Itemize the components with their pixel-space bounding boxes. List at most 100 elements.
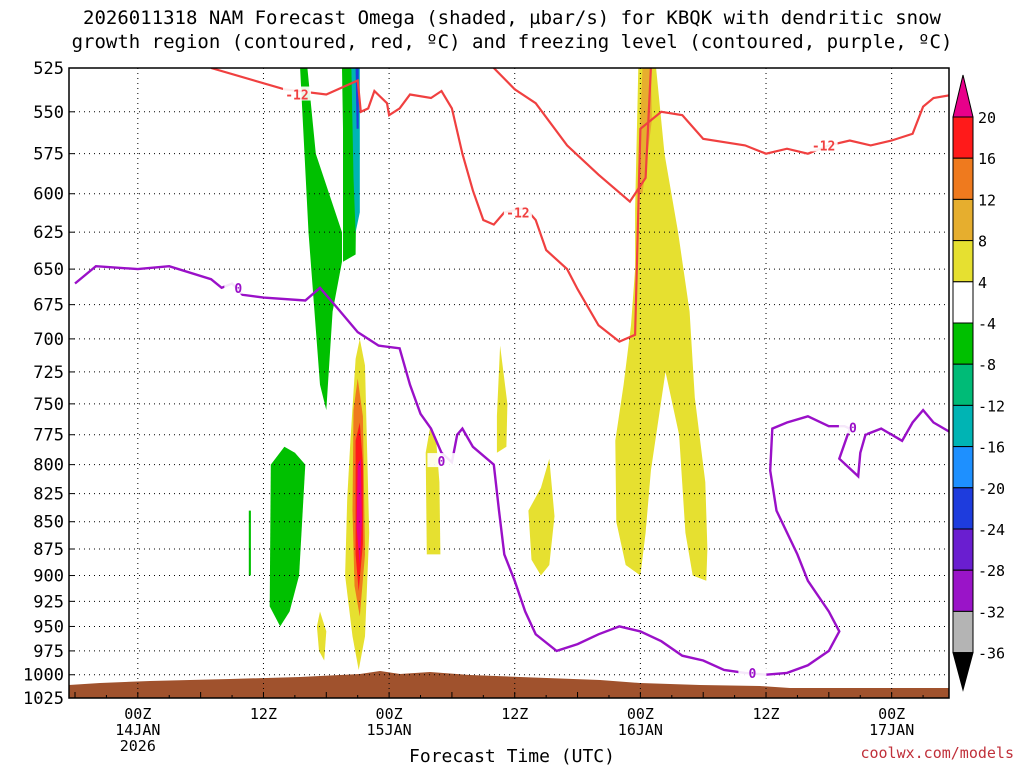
terrain-layer bbox=[69, 671, 949, 698]
colorbar-label-1: 16 bbox=[978, 150, 996, 168]
x-tick-label-42-0: 12Z bbox=[501, 705, 528, 723]
y-tick-label-900: 900 bbox=[33, 567, 64, 587]
omega-shade-region-14 bbox=[615, 68, 708, 581]
x-tick-label-54-0: 00Z bbox=[627, 705, 654, 723]
freezing-label-3-bg bbox=[738, 664, 767, 679]
colorbar-segment-3 bbox=[952, 240, 974, 283]
freezing-label-2-bg bbox=[427, 453, 456, 468]
dgz-label-2-bg bbox=[503, 204, 532, 219]
y-tick-label-925: 925 bbox=[33, 592, 64, 612]
dgz-label-1-bg bbox=[282, 86, 311, 101]
x-tick-label-30-1: 15JAN bbox=[367, 721, 412, 739]
x-tick-label-66-0: 12Z bbox=[752, 705, 779, 723]
colorbar-label-6: -8 bbox=[978, 356, 996, 374]
y-tick-label-675: 675 bbox=[33, 296, 64, 316]
colorbar-segment-7 bbox=[952, 404, 974, 448]
contour-layer: -12 -12 -12 0 0 0 0 bbox=[74, 68, 949, 682]
colorbar-label-13: -36 bbox=[978, 645, 1005, 663]
freezing-label-1: 0 bbox=[234, 282, 242, 297]
y-tick-label-775: 775 bbox=[33, 426, 64, 446]
omega-shade-region-9 bbox=[356, 458, 362, 565]
colorbar-segment-2 bbox=[952, 198, 974, 242]
x-tick-label-78-1: 17JAN bbox=[869, 721, 914, 739]
y-tick-label-750: 750 bbox=[33, 395, 64, 415]
y-axis: 525 550 575 600 625 650 675 700 725 750 775 800 825 8… bbox=[23, 59, 75, 709]
grid-lines bbox=[69, 68, 949, 698]
colorbar-label-4: 4 bbox=[978, 274, 987, 292]
y-tick-label-575: 575 bbox=[33, 145, 64, 165]
freezing-label-4-bg bbox=[838, 419, 867, 434]
colorbar-label-10: -24 bbox=[978, 521, 1005, 539]
y-tick-label-1000: 1000 bbox=[23, 666, 64, 686]
x-tick-label-18-0: 12Z bbox=[250, 705, 277, 723]
colorbar-segment-11 bbox=[952, 569, 974, 612]
y-tick-label-800: 800 bbox=[33, 456, 64, 476]
freezing-label-1-bg bbox=[224, 279, 253, 294]
y-tick-label-650: 650 bbox=[33, 260, 64, 280]
x-tick-label-6-0: 00Z bbox=[124, 705, 151, 723]
x-tick-label-54-1: 16JAN bbox=[618, 721, 663, 739]
x-tick-label-78-0: 00Z bbox=[878, 705, 905, 723]
dgz-contour-lower bbox=[493, 68, 652, 204]
x-tick-label-6-1: 14JAN bbox=[115, 721, 160, 739]
colorbar-label-8: -16 bbox=[978, 439, 1005, 457]
freezing-label-2: 0 bbox=[438, 455, 446, 470]
chart-title: 2026011318 NAM Forecast Omega (shaded, µ… bbox=[0, 6, 1024, 54]
dgz-label-3: -12 bbox=[812, 139, 835, 154]
dgz-label-1: -12 bbox=[285, 89, 308, 104]
terrain-fill bbox=[69, 671, 949, 698]
colorbar: 20 16 12 8 4 -4 -8 -12 -16 -20 -24 -28 -32 -36 bbox=[952, 74, 1005, 692]
colorbar-segment-1 bbox=[952, 157, 974, 200]
freezing-label-4: 0 bbox=[849, 421, 857, 436]
freezing-label-3: 0 bbox=[748, 667, 756, 682]
y-tick-label-525: 525 bbox=[33, 59, 64, 79]
colorbar-label-11: -28 bbox=[978, 562, 1005, 580]
y-tick-label-1025: 1025 bbox=[23, 689, 64, 709]
colorbar-segment-6 bbox=[952, 363, 974, 406]
chart-title-line-2: growth region (contoured, red, ºC) and f… bbox=[71, 31, 953, 53]
freezing-level-contour bbox=[74, 264, 949, 676]
omega-shade-region-0 bbox=[300, 68, 342, 411]
omega-shade-region-4 bbox=[269, 446, 306, 627]
y-tick-label-600: 600 bbox=[33, 185, 64, 205]
y-tick-label-725: 725 bbox=[33, 363, 64, 383]
colorbar-segment-8 bbox=[952, 446, 974, 489]
y-tick-label-975: 975 bbox=[33, 642, 64, 662]
colorbar-label-2: 12 bbox=[978, 191, 996, 209]
colorbar-segment-4 bbox=[952, 281, 974, 324]
plot-frame bbox=[68, 67, 950, 699]
x-axis-label: Forecast Time (UTC) bbox=[409, 746, 615, 767]
x-tick-label-6-2: 2026 bbox=[120, 737, 156, 755]
colorbar-label-5: -4 bbox=[978, 315, 996, 333]
colorbar-segment-12 bbox=[952, 610, 974, 654]
dgz-label-3-bg bbox=[809, 137, 838, 152]
x-tick-label-30-0: 00Z bbox=[376, 705, 403, 723]
omega-shade-region-13 bbox=[528, 458, 555, 576]
chart-title-line-1: 2026011318 NAM Forecast Omega (shaded, µ… bbox=[83, 7, 941, 29]
colorbar-segment-0 bbox=[952, 116, 974, 159]
omega-shade-region-10 bbox=[316, 611, 327, 661]
y-tick-label-950: 950 bbox=[33, 617, 64, 637]
omega-shade-region-12 bbox=[496, 345, 508, 453]
y-tick-label-625: 625 bbox=[33, 223, 64, 243]
colorbar-bottom-triangle bbox=[952, 652, 974, 692]
colorbar-label-12: -32 bbox=[978, 603, 1005, 621]
y-tick-label-875: 875 bbox=[33, 540, 64, 560]
colorbar-segment-10 bbox=[952, 528, 974, 571]
dgz-label-2: -12 bbox=[506, 206, 529, 221]
omega-shade-region-15 bbox=[637, 68, 652, 194]
colorbar-segment-9 bbox=[952, 487, 974, 530]
y-tick-label-850: 850 bbox=[33, 513, 64, 533]
colorbar-label-3: 8 bbox=[978, 233, 987, 251]
colorbar-label-7: -12 bbox=[978, 397, 1005, 415]
colorbar-label-9: -20 bbox=[978, 480, 1005, 498]
watermark: coolwx.com/models bbox=[860, 744, 1014, 762]
colorbar-segment-5 bbox=[952, 322, 974, 365]
colorbar-top-triangle bbox=[952, 74, 974, 118]
omega-shade-region-5 bbox=[248, 510, 251, 576]
y-tick-label-700: 700 bbox=[33, 330, 64, 350]
y-tick-label-550: 550 bbox=[33, 103, 64, 123]
y-tick-label-825: 825 bbox=[33, 485, 64, 505]
